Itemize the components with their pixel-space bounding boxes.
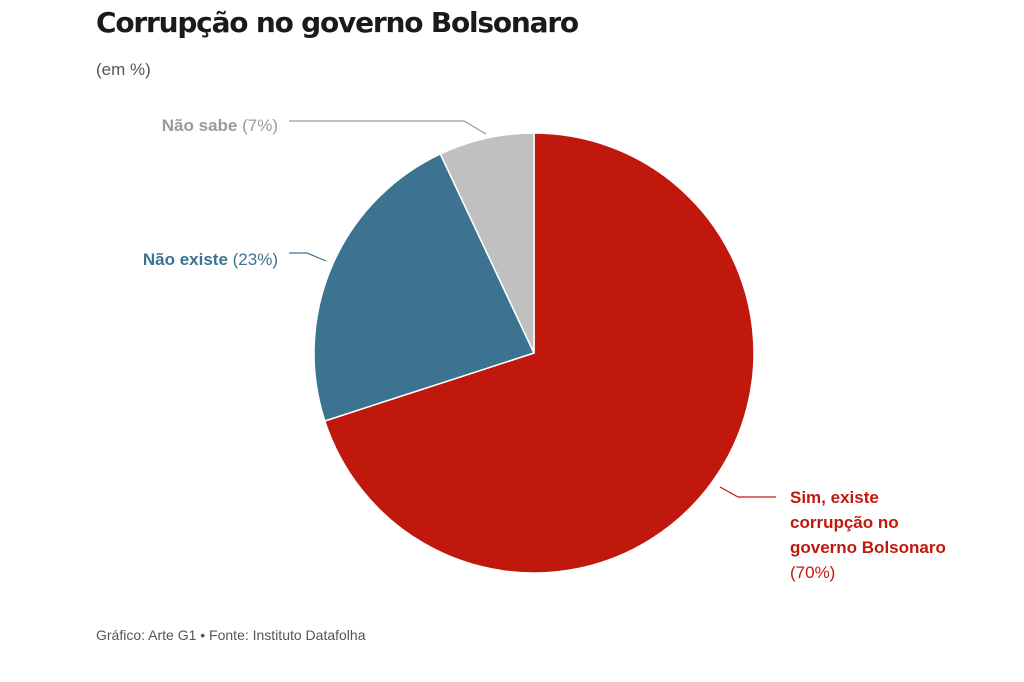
- leader-line-1: [289, 252, 327, 262]
- slice-label-1: Não existe (23%): [143, 250, 278, 269]
- slice-label-0-line-0: Sim, existe: [790, 488, 879, 507]
- slice-label-0-line-1: corrupção no: [790, 513, 899, 532]
- chart-subtitle: (em %): [96, 60, 151, 79]
- slice-label-2: Não sabe (7%): [162, 116, 278, 135]
- slice-label-0-line-2: governo Bolsonaro: [790, 538, 946, 557]
- pie-slice-0: [324, 132, 755, 574]
- pie-slice-1: [313, 153, 535, 422]
- slice-value-0: (70%): [790, 563, 835, 582]
- leader-line-0: [719, 486, 776, 498]
- chart-source: Gráfico: Arte G1 • Fonte: Instituto Data…: [96, 627, 366, 643]
- leader-line-2: [289, 120, 487, 135]
- pie-slice-2: [439, 132, 535, 354]
- chart-title: Corrupção no governo Bolsonaro: [96, 6, 579, 39]
